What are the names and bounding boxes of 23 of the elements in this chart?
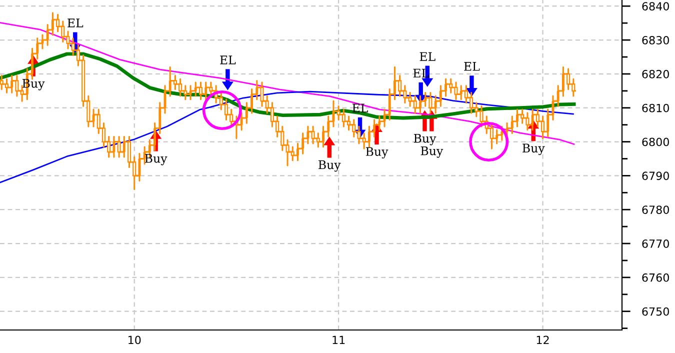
x-tick-label: 11 — [332, 336, 345, 344]
y-tick-label: 6830 — [642, 36, 669, 44]
y-tick-label: 6750 — [642, 307, 669, 316]
annotation: Buy — [366, 147, 388, 158]
annotation: Buy — [420, 146, 444, 158]
y-tick-label: 6800 — [642, 138, 669, 146]
y-tick-label: 6840 — [642, 2, 669, 10]
annotation: Buy — [414, 134, 436, 146]
annotation: EL — [464, 62, 480, 71]
annotation: Buy — [318, 160, 341, 172]
y-tick-label: 6770 — [642, 239, 669, 248]
annotation: EL — [220, 56, 236, 64]
annotation: Buy — [522, 144, 545, 156]
y-tick-label: 6760 — [642, 273, 669, 282]
x-tick-label: 12 — [536, 336, 549, 344]
annotation: EL — [352, 104, 368, 112]
y-tick-label: 6810 — [642, 104, 669, 112]
y-tick-label: 6780 — [642, 206, 669, 214]
annotation: EL — [68, 18, 84, 28]
y-tick-label: 6790 — [642, 172, 669, 180]
x-tick-label: 10 — [128, 336, 141, 344]
annotation: EL — [420, 52, 436, 61]
y-tick-label: 6820 — [642, 70, 669, 78]
